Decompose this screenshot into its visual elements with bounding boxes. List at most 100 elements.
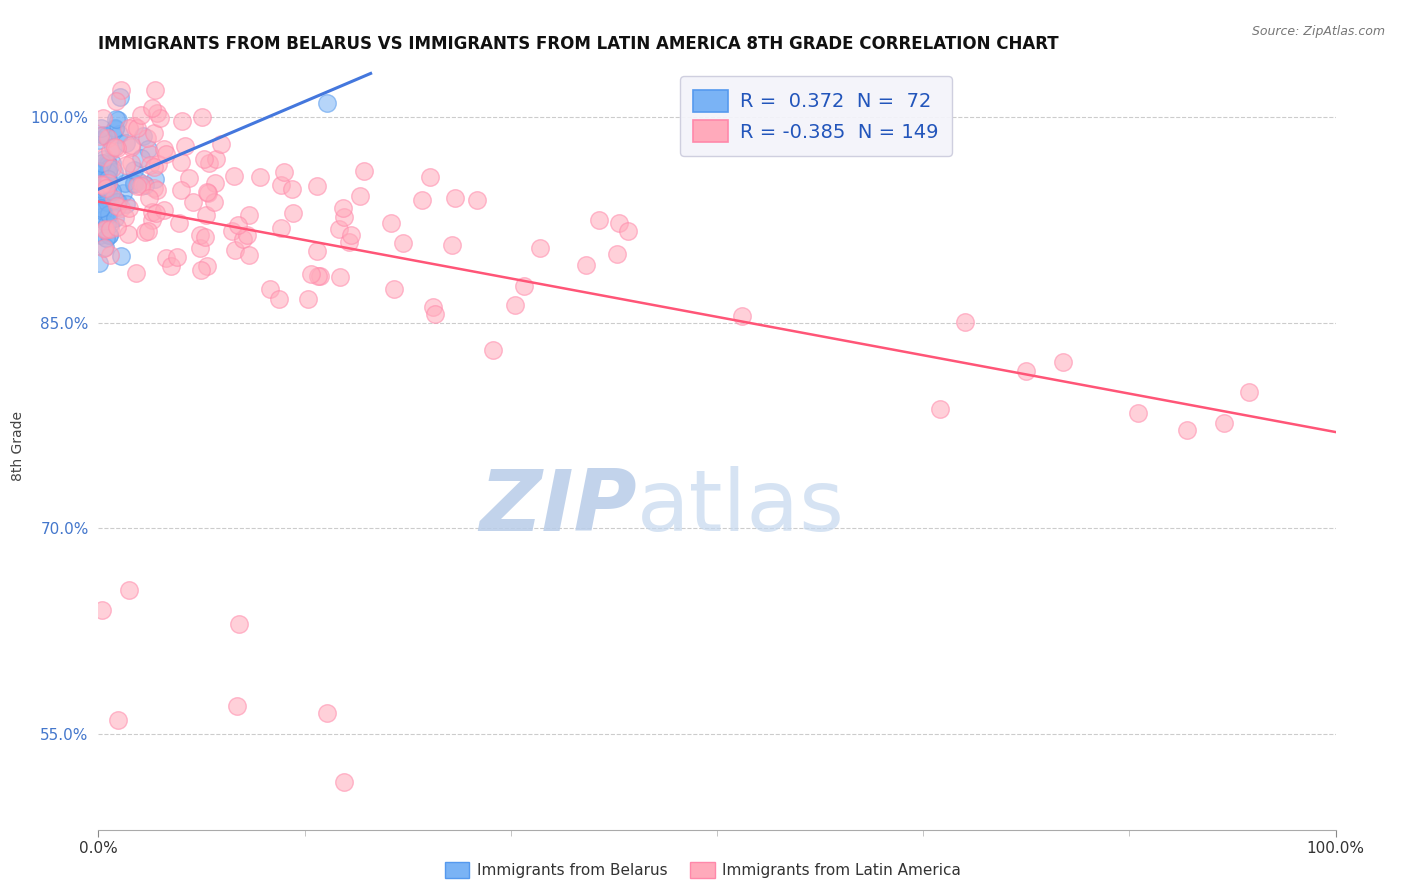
- Point: [117, 227, 139, 241]
- Point: [198, 156, 221, 170]
- Point: [138, 158, 160, 172]
- Point: [104, 94, 127, 108]
- Point: [107, 194, 129, 209]
- Point: [142, 181, 165, 195]
- Point: [307, 244, 329, 258]
- Point: [141, 213, 163, 227]
- Point: [104, 120, 127, 135]
- Point: [146, 106, 169, 120]
- Point: [731, 309, 754, 323]
- Point: [101, 161, 124, 175]
- Point: [90, 210, 112, 224]
- Point: [1175, 423, 1198, 437]
- Point: [316, 95, 339, 110]
- Y-axis label: 8th Grade: 8th Grade: [11, 411, 25, 481]
- Point: [97, 157, 120, 171]
- Point: [89, 186, 111, 201]
- Point: [105, 199, 128, 213]
- Point: [91, 174, 114, 188]
- Point: [114, 176, 136, 190]
- Point: [222, 169, 245, 183]
- Point: [110, 249, 132, 263]
- Point: [98, 161, 121, 175]
- Point: [146, 183, 169, 197]
- Point: [423, 307, 446, 321]
- Point: [105, 200, 128, 214]
- Point: [267, 292, 290, 306]
- Text: atlas: atlas: [637, 466, 845, 549]
- Point: [96, 172, 118, 186]
- Point: [309, 268, 332, 283]
- Point: [337, 235, 360, 250]
- Point: [89, 228, 111, 243]
- Point: [89, 128, 111, 143]
- Point: [270, 178, 292, 193]
- Point: [148, 112, 170, 126]
- Point: [191, 110, 214, 124]
- Point: [188, 227, 211, 242]
- Point: [90, 165, 112, 179]
- Point: [131, 151, 153, 165]
- Point: [89, 133, 111, 147]
- Point: [232, 232, 254, 246]
- Point: [221, 224, 243, 238]
- Point: [96, 155, 118, 169]
- Point: [94, 221, 117, 235]
- Point: [91, 111, 114, 125]
- Point: [89, 202, 111, 216]
- Point: [96, 217, 118, 231]
- Point: [228, 617, 250, 632]
- Point: [224, 243, 246, 257]
- Point: [120, 138, 142, 153]
- Point: [108, 128, 131, 142]
- Point: [90, 603, 112, 617]
- Point: [96, 194, 118, 209]
- Point: [143, 83, 166, 97]
- Point: [96, 129, 118, 144]
- Point: [193, 153, 215, 167]
- Point: [172, 113, 194, 128]
- Point: [143, 171, 166, 186]
- Point: [127, 174, 149, 188]
- Point: [105, 112, 128, 126]
- Point: [97, 157, 120, 171]
- Point: [503, 298, 526, 312]
- Point: [104, 140, 127, 154]
- Point: [1126, 406, 1149, 420]
- Point: [136, 224, 159, 238]
- Point: [94, 180, 117, 194]
- Point: [125, 121, 148, 136]
- Point: [138, 191, 160, 205]
- Point: [607, 216, 630, 230]
- Point: [96, 165, 118, 179]
- Point: [332, 774, 354, 789]
- Point: [104, 121, 127, 136]
- Point: [155, 251, 177, 265]
- Point: [953, 314, 976, 328]
- Point: [91, 197, 114, 211]
- Point: [90, 120, 112, 135]
- Point: [143, 126, 166, 140]
- Point: [110, 201, 132, 215]
- Point: [89, 177, 111, 191]
- Point: [94, 211, 117, 225]
- Point: [93, 128, 115, 142]
- Point: [101, 155, 124, 169]
- Point: [110, 83, 132, 97]
- Point: [89, 163, 111, 178]
- Point: [141, 101, 163, 115]
- Point: [132, 129, 155, 144]
- Point: [529, 242, 551, 256]
- Point: [141, 205, 163, 219]
- Point: [238, 208, 260, 222]
- Point: [138, 147, 160, 161]
- Point: [153, 142, 176, 156]
- Point: [142, 160, 165, 174]
- Point: [114, 197, 136, 211]
- Point: [97, 186, 120, 200]
- Point: [193, 230, 215, 244]
- Point: [328, 222, 350, 236]
- Point: [122, 163, 145, 178]
- Point: [134, 225, 156, 239]
- Point: [89, 201, 111, 215]
